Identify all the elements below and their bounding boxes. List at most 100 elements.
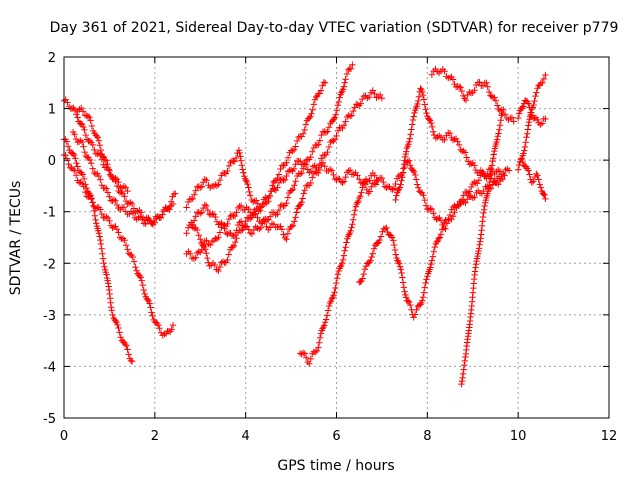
data-point [290, 165, 298, 173]
data-point [430, 210, 437, 217]
data-point [340, 252, 348, 259]
data-point [237, 157, 245, 164]
data-point [398, 269, 405, 277]
data-point [485, 88, 493, 96]
data-point [195, 231, 202, 239]
data-point [91, 146, 98, 154]
data-point [321, 163, 328, 170]
data-point [333, 279, 340, 287]
data-point [291, 218, 298, 225]
data-point [313, 347, 321, 355]
data-point [356, 176, 363, 183]
data-point [532, 92, 539, 100]
data-point [278, 201, 286, 209]
data-point [77, 179, 84, 186]
data-point [237, 153, 244, 160]
data-point [452, 135, 460, 142]
data-point [342, 76, 349, 83]
data-point [204, 254, 211, 262]
data-point [374, 240, 381, 247]
data-point [112, 223, 119, 230]
data-point [449, 136, 457, 144]
data-point [342, 118, 349, 125]
data-point [307, 355, 314, 363]
data-point [112, 197, 119, 204]
data-point [455, 201, 463, 209]
data-point [350, 216, 357, 223]
data-point [360, 270, 367, 278]
data-point [198, 183, 205, 190]
data-point [103, 213, 110, 220]
data-point [501, 172, 508, 179]
data-point [518, 104, 526, 112]
data-point [319, 159, 327, 166]
data-point [303, 354, 310, 361]
data-point [92, 205, 99, 212]
data-point [306, 360, 313, 367]
data-point [312, 168, 319, 175]
data-point [433, 216, 440, 223]
data-point [413, 176, 420, 183]
data-point [224, 230, 231, 238]
series-track [183, 79, 329, 211]
data-point [313, 142, 321, 149]
data-point [397, 181, 404, 188]
y-tick-label: -1 [43, 206, 56, 221]
data-point [88, 195, 95, 203]
data-point [390, 241, 398, 249]
data-point [442, 225, 449, 233]
data-point [146, 300, 153, 307]
series-track [514, 71, 549, 173]
data-point [315, 164, 322, 172]
data-point [399, 274, 406, 281]
data-point [299, 195, 306, 202]
data-point [96, 233, 103, 240]
data-point [333, 132, 340, 140]
data-point [370, 245, 378, 252]
y-tick-label: 2 [48, 51, 56, 66]
data-point [342, 244, 349, 251]
data-point [328, 295, 336, 302]
chart-title: Day 361 of 2021, Sidereal Day-to-day VTE… [50, 20, 619, 36]
data-point [343, 70, 351, 78]
data-point [531, 173, 539, 181]
data-point [354, 101, 361, 108]
data-point [438, 226, 446, 233]
data-point [130, 205, 138, 212]
data-point [340, 178, 348, 185]
data-point [497, 117, 504, 124]
data-point [421, 101, 428, 108]
data-point [349, 221, 356, 228]
data-point [404, 297, 412, 305]
data-point [289, 222, 297, 229]
data-point [292, 161, 299, 168]
data-point [333, 275, 341, 282]
data-point [378, 95, 386, 102]
data-point [237, 202, 245, 210]
data-point [265, 198, 272, 205]
data-point [489, 158, 496, 165]
data-point [298, 199, 305, 206]
data-point [388, 234, 396, 241]
data-point [322, 316, 330, 323]
data-point [309, 174, 316, 181]
data-point [256, 225, 263, 233]
x-tick-label: 8 [423, 429, 431, 444]
data-point [475, 245, 483, 252]
data-point [487, 170, 495, 178]
data-point [449, 76, 457, 83]
data-point [441, 136, 448, 144]
data-point [257, 207, 264, 214]
data-point [299, 130, 307, 137]
data-point [481, 202, 488, 210]
series-track [356, 177, 504, 321]
data-point [288, 223, 295, 230]
data-point [369, 87, 377, 94]
data-point [138, 216, 146, 223]
data-point [155, 322, 162, 329]
data-point [89, 165, 96, 172]
data-point [125, 351, 132, 358]
data-point [458, 380, 465, 388]
data-point [396, 260, 403, 267]
data-point [238, 162, 246, 169]
